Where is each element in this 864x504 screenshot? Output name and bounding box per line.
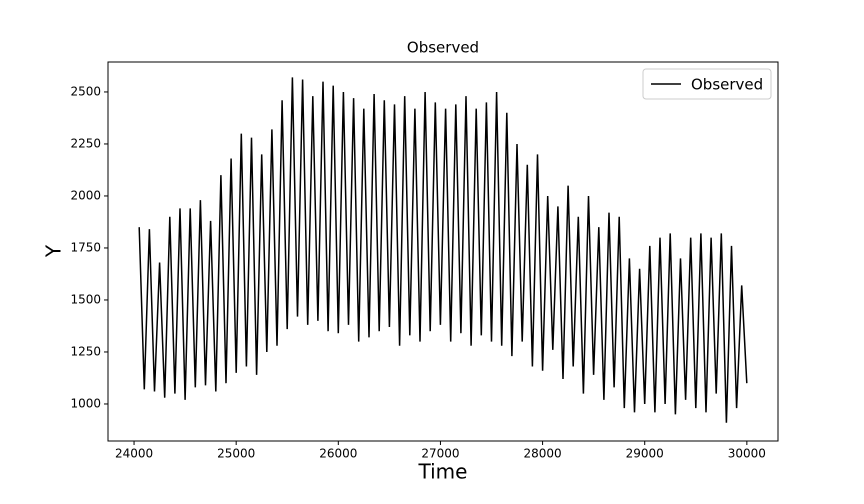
legend-label: Observed	[691, 76, 763, 94]
y-tick-label: 1250	[70, 344, 101, 358]
y-tick-label: 1750	[70, 240, 101, 254]
y-tick-label: 2000	[70, 188, 101, 202]
x-tick-label: 30000	[728, 447, 766, 461]
x-tick-label: 29000	[626, 447, 664, 461]
line-series	[138, 77, 748, 423]
plot-frame	[107, 61, 779, 442]
x-tick-label: 24000	[115, 447, 153, 461]
x-axis-label: Time	[418, 460, 468, 484]
y-tick-label: 1500	[70, 292, 101, 306]
x-tick-label: 26000	[319, 447, 357, 461]
chart-title: Observed	[407, 39, 479, 57]
y-tick-label: 1000	[70, 396, 101, 410]
y-axis-label: Y	[42, 244, 66, 258]
y-tick-label: 2500	[70, 84, 101, 98]
legend-box	[642, 68, 772, 100]
x-tick-label: 28000	[523, 447, 561, 461]
y-tick-label: 2250	[70, 136, 101, 150]
x-tick-label: 27000	[421, 447, 459, 461]
x-tick-label: 25000	[217, 447, 255, 461]
